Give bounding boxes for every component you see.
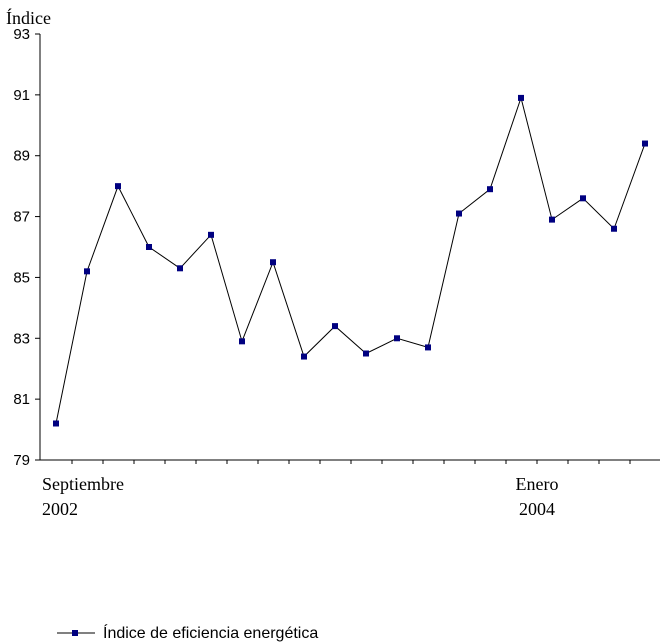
y-tick-label: 91	[13, 87, 30, 104]
y-tick-label: 81	[13, 391, 30, 408]
data-point	[208, 231, 214, 238]
data-point	[270, 259, 276, 266]
legend: Índice de eficiencia energética	[57, 623, 318, 642]
data-point	[363, 350, 369, 357]
legend-label: Índice de eficiencia energética	[103, 623, 318, 642]
y-axis-title: Índice	[6, 7, 51, 28]
data-point	[239, 338, 245, 345]
data-point	[549, 216, 555, 223]
x-label-month: Enero	[516, 474, 559, 494]
y-tick-label: 79	[13, 452, 30, 469]
data-point	[115, 183, 121, 190]
x-ticks	[71, 460, 631, 464]
data-point	[146, 244, 152, 250]
series-markers	[53, 94, 648, 427]
data-point	[394, 335, 400, 342]
x-label-month: Septiembre	[42, 474, 124, 494]
data-point	[611, 225, 617, 232]
data-point	[84, 268, 90, 275]
data-point	[425, 344, 431, 351]
data-point	[301, 353, 307, 360]
y-tick-label: 93	[13, 26, 30, 43]
y-ticks: 79 81 83 85 87 89 91 93	[13, 26, 40, 469]
data-point	[580, 195, 586, 202]
y-tick-label: 83	[13, 330, 30, 347]
y-tick-label: 87	[13, 209, 30, 226]
x-labels: Septiembre 2002 Enero 2004	[42, 474, 558, 519]
y-tick-label: 89	[13, 148, 30, 165]
series-line	[55, 96, 646, 424]
data-point	[53, 420, 59, 427]
data-point	[487, 186, 493, 193]
x-label-year: 2004	[519, 499, 555, 519]
legend-marker	[72, 630, 78, 636]
data-point	[518, 94, 524, 101]
y-tick-label: 85	[13, 269, 30, 286]
data-point	[642, 140, 648, 147]
data-point	[332, 323, 338, 330]
data-point	[177, 265, 183, 272]
data-point	[456, 210, 462, 217]
x-label-year: 2002	[42, 499, 78, 519]
